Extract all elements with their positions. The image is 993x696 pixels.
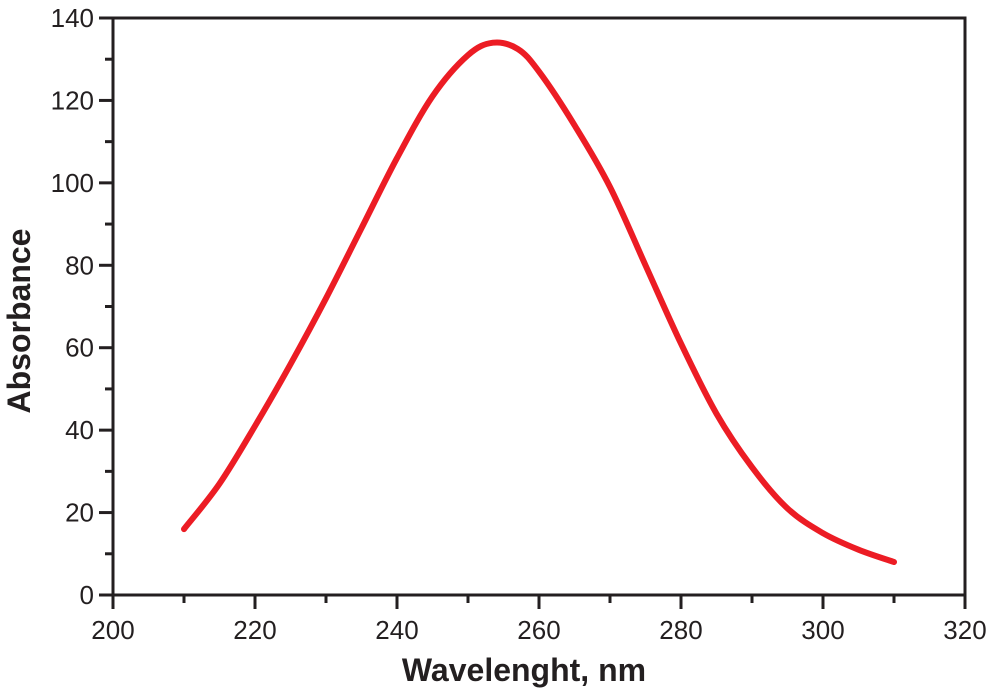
y-axis-title: Absorbance [1,229,37,414]
y-tick-label-120: 120 [51,85,94,115]
x-tick-label-200: 200 [91,615,134,645]
y-tick-label-0: 0 [80,580,94,610]
x-tick-label-240: 240 [375,615,418,645]
x-axis-title: Wavelenght, nm [402,652,646,688]
plot-border [111,16,967,597]
y-tick-label-60: 60 [65,333,94,363]
y-tick-label-140: 140 [51,3,94,33]
x-tick-label-320: 320 [943,615,986,645]
x-tick-label-280: 280 [659,615,702,645]
y-tick-label-100: 100 [51,168,94,198]
chart-generated-layer: 200 220 240 260 280 300 320 0 20 40 60 80 100 120 140 [51,3,987,645]
x-tick-label-300: 300 [801,615,844,645]
y-tick-label-20: 20 [65,498,94,528]
y-tick-label-80: 80 [65,250,94,280]
x-tick-label-260: 260 [517,615,560,645]
y-tick-label-40: 40 [65,415,94,445]
absorbance-spectrum-curve [181,39,897,565]
x-tick-label-220: 220 [233,615,276,645]
